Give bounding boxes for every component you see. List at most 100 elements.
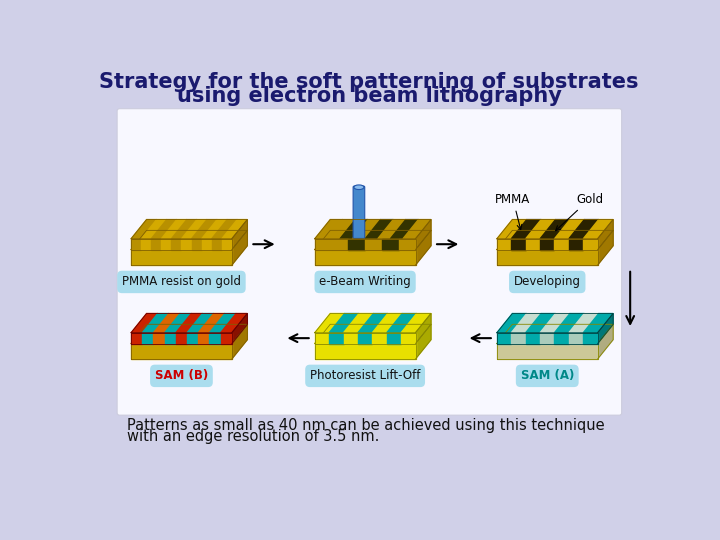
Text: PMMA resist on gold: PMMA resist on gold — [122, 275, 241, 288]
Polygon shape — [315, 325, 431, 343]
Polygon shape — [583, 239, 598, 249]
Polygon shape — [315, 249, 415, 265]
Polygon shape — [141, 220, 167, 239]
Polygon shape — [511, 220, 541, 239]
Polygon shape — [232, 220, 248, 249]
Polygon shape — [569, 239, 583, 249]
Polygon shape — [151, 220, 177, 239]
Polygon shape — [161, 239, 171, 249]
Polygon shape — [232, 231, 248, 265]
Polygon shape — [181, 239, 192, 249]
Polygon shape — [378, 220, 406, 239]
Text: Gold: Gold — [556, 193, 603, 231]
Polygon shape — [176, 333, 187, 343]
Polygon shape — [497, 249, 598, 265]
Polygon shape — [192, 239, 202, 249]
Polygon shape — [131, 239, 141, 249]
Polygon shape — [198, 333, 210, 343]
Text: PMMA: PMMA — [495, 193, 531, 230]
Polygon shape — [131, 333, 143, 343]
Polygon shape — [131, 325, 248, 343]
Polygon shape — [176, 314, 202, 333]
Polygon shape — [511, 314, 541, 333]
Polygon shape — [165, 314, 192, 333]
Polygon shape — [192, 220, 217, 239]
Polygon shape — [222, 220, 248, 239]
Polygon shape — [415, 314, 431, 343]
Polygon shape — [232, 314, 248, 343]
Polygon shape — [526, 314, 556, 333]
Polygon shape — [181, 220, 207, 239]
Polygon shape — [540, 333, 554, 343]
Polygon shape — [387, 314, 417, 333]
Polygon shape — [583, 333, 598, 343]
Polygon shape — [569, 333, 583, 343]
Polygon shape — [220, 314, 248, 333]
Polygon shape — [198, 314, 225, 333]
Polygon shape — [315, 314, 345, 333]
Polygon shape — [329, 314, 359, 333]
Polygon shape — [131, 231, 248, 249]
Polygon shape — [131, 343, 232, 359]
Polygon shape — [315, 333, 329, 343]
Polygon shape — [401, 333, 415, 343]
Polygon shape — [526, 333, 540, 343]
Polygon shape — [497, 333, 511, 343]
Text: Developing: Developing — [514, 275, 581, 288]
Polygon shape — [497, 220, 527, 239]
Polygon shape — [365, 220, 393, 239]
Polygon shape — [202, 239, 212, 249]
Polygon shape — [540, 239, 554, 249]
Polygon shape — [583, 314, 613, 333]
Polygon shape — [328, 220, 356, 239]
Text: e-Beam Writing: e-Beam Writing — [319, 275, 411, 288]
Polygon shape — [343, 314, 374, 333]
Polygon shape — [210, 333, 220, 343]
Polygon shape — [554, 314, 585, 333]
Polygon shape — [143, 333, 153, 343]
Polygon shape — [141, 239, 151, 249]
Polygon shape — [165, 333, 176, 343]
Polygon shape — [365, 239, 382, 249]
Polygon shape — [415, 231, 431, 265]
Polygon shape — [401, 314, 431, 333]
Polygon shape — [526, 239, 540, 249]
Polygon shape — [497, 314, 527, 333]
Polygon shape — [598, 314, 613, 343]
Polygon shape — [315, 239, 331, 249]
Polygon shape — [187, 333, 198, 343]
Text: SAM (B): SAM (B) — [155, 369, 208, 382]
Polygon shape — [569, 220, 599, 239]
Polygon shape — [153, 333, 165, 343]
Polygon shape — [399, 239, 415, 249]
Ellipse shape — [354, 185, 364, 190]
Polygon shape — [131, 220, 157, 239]
FancyBboxPatch shape — [117, 109, 621, 415]
Polygon shape — [358, 333, 372, 343]
Polygon shape — [554, 333, 569, 343]
Polygon shape — [210, 314, 236, 333]
Polygon shape — [415, 325, 431, 359]
Polygon shape — [212, 239, 222, 249]
Polygon shape — [390, 220, 418, 239]
Polygon shape — [554, 220, 585, 239]
Polygon shape — [202, 220, 228, 239]
Polygon shape — [171, 220, 197, 239]
Polygon shape — [131, 314, 158, 333]
Text: SAM (A): SAM (A) — [521, 369, 574, 382]
Polygon shape — [382, 239, 399, 249]
Polygon shape — [315, 343, 415, 359]
Polygon shape — [569, 314, 599, 333]
Polygon shape — [598, 231, 613, 265]
Polygon shape — [153, 314, 180, 333]
Polygon shape — [497, 231, 613, 249]
Text: using electron beam lithography: using electron beam lithography — [176, 86, 562, 106]
Polygon shape — [331, 239, 348, 249]
Polygon shape — [353, 220, 381, 239]
Polygon shape — [497, 325, 613, 343]
Polygon shape — [151, 239, 161, 249]
Polygon shape — [212, 220, 238, 239]
Polygon shape — [343, 333, 358, 343]
Polygon shape — [598, 220, 613, 249]
Polygon shape — [497, 343, 598, 359]
